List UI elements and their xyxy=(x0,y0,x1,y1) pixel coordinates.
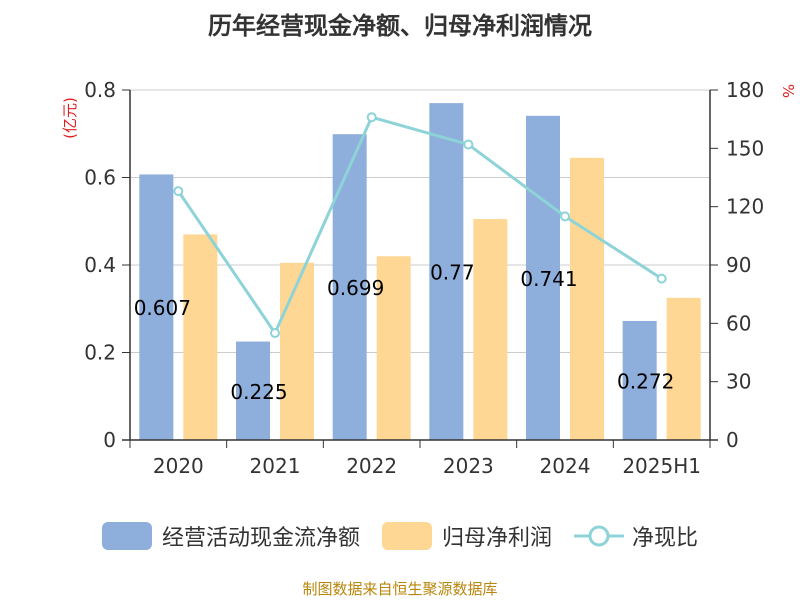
bar-profit xyxy=(666,297,701,440)
data-labels: 0.607 0.225 0.699 0.77 0.741 0.272 xyxy=(134,261,675,404)
left-tick-label: 0.4 xyxy=(84,253,116,277)
legend-item-cashflow[interactable]: 经营活动现金流净额 xyxy=(101,520,360,552)
bar-profit xyxy=(473,219,508,440)
ratio-point xyxy=(270,328,280,339)
data-label: 0.699 xyxy=(327,276,384,300)
left-tick-label: 0.8 xyxy=(84,78,116,102)
axes: 0 0.2 0.4 0.6 0.8 0 30 60 90 120 150 180 2020 2021 202… xyxy=(84,78,764,478)
legend-swatch-profit xyxy=(381,522,432,550)
bar-cashflow xyxy=(622,321,657,440)
ratio-point xyxy=(173,186,184,197)
source-note: 制图数据来自恒生聚源数据库 xyxy=(302,580,498,598)
bar-cashflow xyxy=(429,103,464,440)
bar-profit xyxy=(280,262,314,440)
legend-label-ratio: 净现比 xyxy=(632,526,699,551)
bar-profit xyxy=(183,234,218,440)
ratio-line xyxy=(173,112,667,339)
bar-profit xyxy=(376,256,411,440)
ratio-point xyxy=(656,273,667,284)
data-label: 0.77 xyxy=(430,261,475,285)
data-label: 0.607 xyxy=(134,296,191,320)
x-tick-label: 2020 xyxy=(153,454,204,478)
right-tick-label: 0 xyxy=(726,428,739,452)
ratio-point xyxy=(366,112,377,123)
data-label: 0.272 xyxy=(617,370,674,394)
ratio-line-path xyxy=(177,115,663,337)
legend-item-profit[interactable]: 归母净利润 xyxy=(381,520,552,552)
bar-profit xyxy=(570,157,604,440)
left-tick-label: 0.2 xyxy=(84,341,116,365)
ratio-point xyxy=(463,139,474,150)
left-tick-label: 0.6 xyxy=(84,166,116,190)
legend-label-cashflow: 经营活动现金流净额 xyxy=(161,526,360,551)
chart-title: 历年经营现金净额、归母净利润情况 xyxy=(208,12,592,40)
legend-swatch-ratio xyxy=(574,525,624,547)
left-axis-unit: (亿元) xyxy=(61,97,79,139)
right-tick-label: 120 xyxy=(726,195,764,219)
legend-item-ratio[interactable]: 净现比 xyxy=(574,520,698,552)
legend: 经营活动现金流净额 归母净利润 净现比 xyxy=(0,518,800,554)
x-tick-label: 2023 xyxy=(443,454,494,478)
right-axis-unit: % xyxy=(779,84,797,98)
right-tick-label: 90 xyxy=(726,253,751,277)
bar-cashflow xyxy=(526,115,560,440)
data-label: 0.741 xyxy=(520,267,577,291)
left-tick-label: 0 xyxy=(103,428,116,452)
data-label: 0.225 xyxy=(230,380,287,404)
right-tick-label: 180 xyxy=(726,78,764,102)
gridlines xyxy=(130,89,710,353)
bar-cashflow xyxy=(139,174,174,440)
x-tick-label: 2022 xyxy=(346,454,397,478)
legend-label-profit: 归母净利润 xyxy=(441,526,552,551)
right-tick-label: 150 xyxy=(726,136,764,160)
bar-cashflow xyxy=(236,341,270,440)
right-tick-label: 30 xyxy=(726,370,751,394)
x-tick-label: 2025H1 xyxy=(622,454,701,478)
x-tick-label: 2024 xyxy=(540,454,591,478)
x-tick-label: 2021 xyxy=(250,454,301,478)
ratio-point xyxy=(560,211,570,222)
legend-swatch-cashflow xyxy=(101,522,152,550)
right-tick-label: 60 xyxy=(726,311,751,335)
bars xyxy=(139,103,701,440)
bar-cashflow xyxy=(332,134,367,440)
